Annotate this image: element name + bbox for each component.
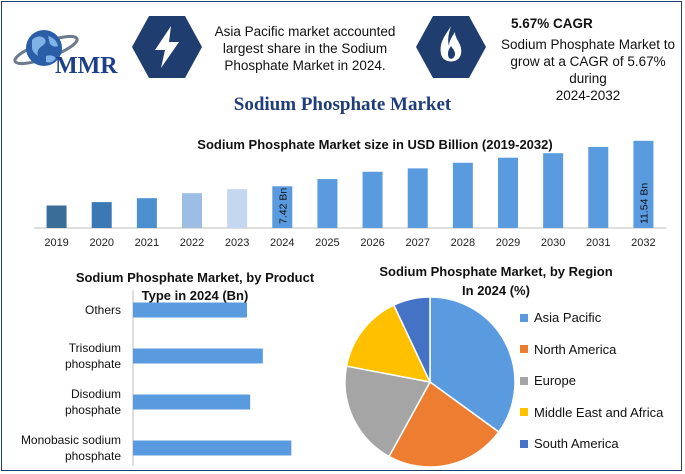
bar-monobasic-sodium-phosphate [133,440,292,456]
bar-2027 [407,168,428,228]
right-note: 5.67% CAGR Sodium Phosphate Market to gr… [493,15,683,104]
region-pie-chart [344,296,516,468]
bar-disodium-phosphate [133,394,251,410]
legend-swatch [520,408,528,417]
mmr-logo [13,30,79,66]
bar-2021 [136,198,157,228]
bar-2020 [91,202,112,228]
product-type-bar-chart: Others Trisodium phosphate Disodium phosphat… [21,290,292,466]
legend-label: Middle East and Africa [534,404,664,420]
slice-middle-east-and-africa [345,304,432,384]
lightning-icon [132,16,202,78]
x-tick-2021: 2021 [135,237,159,249]
bar-trisodium-phosphate [133,348,263,364]
left-note: Asia Pacific market accounted largest sh… [214,24,396,73]
bar-2025 [317,179,338,228]
x-tick-2031: 2031 [586,237,610,249]
bar-2028 [452,162,473,228]
bar-2029 [498,157,518,228]
slice-europe [344,365,432,458]
x-tick-2022: 2022 [180,237,204,249]
legend-item-north-america: North America [520,334,663,366]
category-label-monobasic-sodium-phosphate: Monobasic sodium phosphate [21,433,121,463]
legend-label: Asia Pacific [534,310,602,325]
legend-item-middle-east-and-africa: Middle East and Africa [520,397,663,429]
page-title: Sodium Phosphate Market [233,94,452,115]
legend-swatch [520,439,528,448]
x-tick-2032: 2032 [631,237,655,249]
x-tick-2024: 2024 [270,237,294,249]
x-tick-2028: 2028 [451,237,475,249]
x-tick-2030: 2030 [541,237,565,249]
legend-item-south-america: South America [520,428,663,460]
x-tick-2026: 2026 [360,237,384,249]
logo-text: MMR [55,53,118,79]
bar-2023 [227,189,248,228]
cagr-title: 5.67% CAGR [511,16,593,31]
legend-swatch [520,376,528,385]
x-tick-2023: 2023 [225,237,249,249]
region-chart-title: Sodium Phosphate Market, by Region In 20… [379,264,613,298]
category-label-disodium-phosphate: Disodium phosphate [65,387,121,417]
x-tick-2025: 2025 [315,237,339,249]
bar-2022 [182,193,202,228]
legend-swatch [520,345,528,354]
market-size-chart-title: Sodium Phosphate Market size in USD Bill… [197,137,553,152]
market-size-bar-chart: 2019 2020 2021 2022 2023 2024 7.42 Bn 2025 2026 2… [34,140,666,249]
legend-label: North America [534,341,617,357]
bar-2019 [46,205,67,228]
product-type-chart-title: Sodium Phosphate Market, by Product Type… [75,270,315,303]
x-tick-2029: 2029 [496,237,520,249]
legend-item-europe: Europe [520,365,663,397]
bar-2032 [633,140,654,228]
legend-item-asia-pacific: Asia Pacific [520,302,663,334]
bar-others [133,302,247,318]
bar-2031 [588,147,609,228]
bar-2030 [543,153,564,228]
flame-icon [416,16,486,78]
x-tick-2020: 2020 [89,237,113,249]
x-tick-2027: 2027 [405,237,429,249]
slice-north-america [388,380,500,468]
bar-2026 [362,171,383,228]
category-label-others: Others [85,303,121,317]
category-label-trisodium-phosphate: Trisodium phosphate [65,341,121,371]
value-label-2024: 7.42 Bn [277,188,289,224]
legend-label: Europe [534,373,576,388]
legend-swatch [520,313,528,322]
bar-2024 [272,186,293,228]
legend-label: South America [534,436,619,451]
region-legend: Asia Pacific North America Europe Middle Ea… [520,302,663,460]
slice-south-america [392,296,431,383]
value-label-2032: 11.54 Bn [638,183,650,224]
x-tick-2019: 2019 [44,237,68,249]
slice-asia-pacific [429,296,516,434]
